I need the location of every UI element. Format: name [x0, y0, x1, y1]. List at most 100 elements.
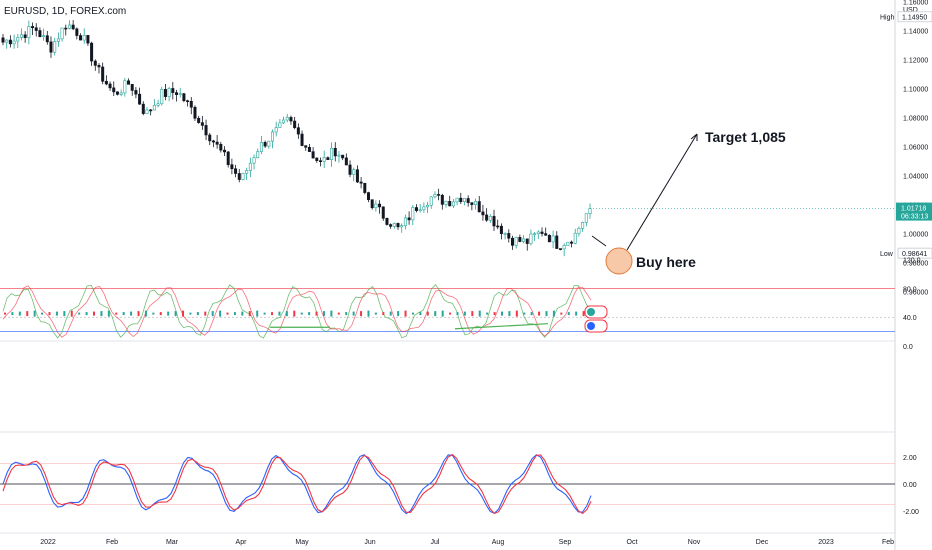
oscillator-bar	[560, 312, 563, 315]
time-tick-label: Sep	[559, 539, 572, 546]
price-tick-label: 1.08000	[903, 116, 928, 123]
candle-body	[285, 117, 289, 121]
candle-body	[49, 41, 53, 53]
oscillator-bar	[33, 310, 36, 317]
oscillator-bar	[441, 310, 444, 317]
oscillator-bar	[63, 311, 66, 317]
oscillator-bar	[204, 311, 207, 316]
candle-body	[263, 142, 267, 147]
candle-body	[274, 127, 278, 133]
oscillator-bar	[330, 310, 333, 317]
candle-body	[123, 80, 127, 94]
candle-body	[466, 198, 470, 203]
oscillator-bar	[241, 311, 244, 316]
oscillator-bar	[575, 311, 578, 316]
oscillator-bar	[315, 311, 318, 316]
candle-body	[378, 203, 382, 208]
oscillator-tick-label: 80.0	[903, 286, 917, 293]
candle-body	[90, 42, 94, 62]
time-tick-label: May	[295, 539, 309, 546]
candle-body	[182, 93, 186, 102]
high-marker	[897, 11, 932, 23]
candle-body	[566, 241, 570, 246]
oscillator-bar	[167, 311, 170, 316]
candle-body	[536, 231, 540, 235]
oscillator-bar	[397, 311, 400, 317]
candle-body	[38, 30, 42, 38]
oscillator-tick-label: 40.0	[903, 315, 917, 322]
high-label: High	[880, 15, 895, 22]
time-tick-label: Aug	[492, 539, 505, 546]
oscillator-bar	[152, 312, 155, 315]
candle-body	[293, 120, 297, 128]
oscillator-bar	[196, 312, 199, 316]
oscillator-bar	[434, 311, 437, 317]
candle-body	[348, 164, 352, 175]
oscillator-bar	[78, 312, 81, 315]
oscillator-bar	[41, 312, 44, 315]
oscillator-bar	[404, 310, 407, 317]
oscillator-bar	[293, 310, 296, 317]
candle-body	[470, 202, 474, 205]
buy-label: Buy here	[636, 254, 696, 270]
candle-body	[455, 197, 459, 203]
candle-body	[429, 196, 433, 206]
time-tick-label: 2022	[40, 539, 56, 546]
candle-body	[481, 211, 485, 216]
oscillator-bar	[530, 312, 533, 316]
candle-body	[112, 87, 116, 93]
oscillator-bar	[337, 312, 340, 315]
candle-body	[200, 122, 204, 126]
candle-body	[64, 27, 68, 30]
candle-body	[101, 66, 105, 82]
candle-body	[485, 214, 489, 221]
oscillator-bar	[300, 312, 303, 315]
candle-body	[156, 103, 160, 106]
oscillator-bar	[360, 311, 363, 317]
oscillator-bar	[478, 310, 481, 317]
candle-body	[370, 199, 374, 209]
candle-body	[396, 223, 400, 228]
price-tick-label: 1.06000	[903, 145, 928, 152]
candlestick-series	[1, 20, 592, 257]
oscillator-bar	[219, 310, 222, 317]
candle-body	[433, 194, 437, 198]
candle-body	[186, 100, 190, 103]
candle-body	[300, 133, 304, 146]
candle-body	[499, 225, 503, 234]
oscillator-bar	[174, 311, 177, 317]
candle-body	[551, 235, 555, 243]
candle-body	[492, 216, 496, 227]
oscillator-bar	[374, 312, 377, 315]
oscillator-tick-label: 120.0	[903, 258, 921, 265]
candle-body	[418, 209, 422, 212]
candle-body	[226, 151, 230, 165]
candle-body	[215, 141, 219, 145]
oscillator-bar	[26, 311, 29, 317]
candle-body	[193, 106, 197, 119]
candle-body	[245, 170, 249, 174]
candle-body	[525, 238, 529, 244]
candle-body	[219, 144, 223, 151]
time-tick-label: Dec	[756, 539, 769, 546]
candle-body	[60, 27, 64, 40]
candle-body	[175, 92, 179, 95]
candle-body	[16, 37, 20, 42]
candle-body	[573, 232, 577, 244]
oscillator-bar	[137, 311, 140, 317]
candle-body	[444, 201, 448, 205]
candle-body	[267, 140, 271, 147]
momentum-pane	[0, 453, 895, 515]
time-tick-label: Feb	[106, 539, 118, 546]
candle-body	[241, 173, 245, 180]
oscillator-bar	[456, 312, 459, 316]
oscillator-bar	[115, 312, 118, 315]
candle-body	[152, 105, 156, 111]
event-badge-dot	[587, 322, 595, 330]
candle-body	[141, 103, 145, 114]
oscillator-bar	[352, 311, 355, 316]
candle-body	[533, 233, 537, 236]
candle-body	[584, 213, 588, 223]
oscillator-bar	[85, 312, 88, 316]
